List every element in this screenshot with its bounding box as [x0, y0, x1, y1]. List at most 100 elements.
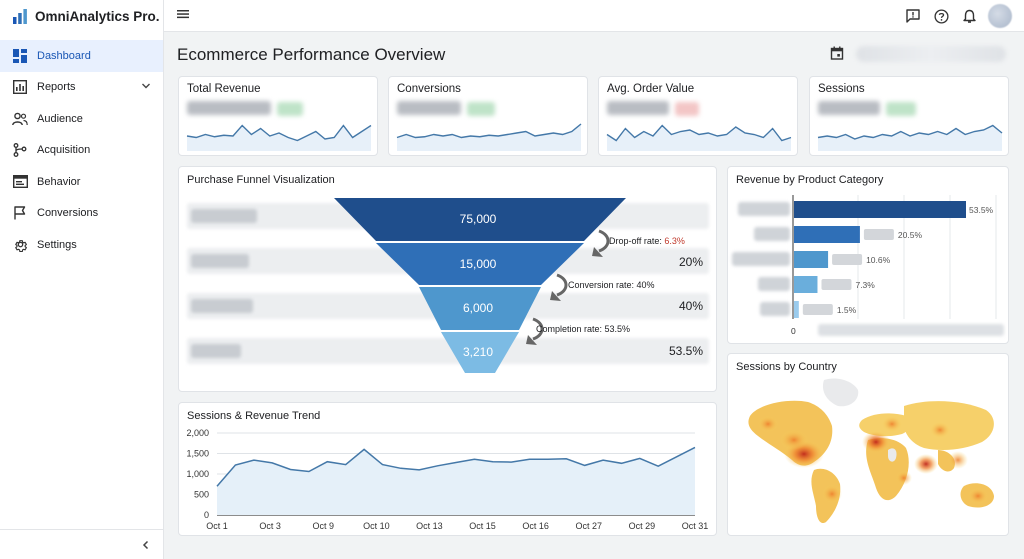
sparkline	[186, 124, 372, 151]
sparkline-line	[396, 123, 582, 139]
trend-y-tick: 1,000	[186, 469, 209, 479]
sidebar-item-behavior[interactable]: Behavior	[0, 166, 163, 198]
category-value-blur	[802, 304, 833, 315]
funnel-stage-label	[191, 299, 253, 313]
funnel-stage-1[interactable]	[334, 198, 626, 241]
branch-icon	[12, 142, 28, 158]
sidebar-item-label: Audience	[37, 112, 83, 125]
trend-line[interactable]	[216, 446, 696, 487]
category-value-blur	[832, 254, 863, 265]
trend-y-tick: 2,000	[186, 428, 209, 438]
dashboard-icon	[12, 48, 28, 64]
sidebar-item-settings[interactable]: Settings	[0, 229, 163, 261]
category-bar[interactable]	[794, 201, 966, 218]
sparkline-line	[817, 124, 1003, 140]
category-bar-label: 20.5%	[898, 230, 923, 240]
category-axis-zero: 0	[791, 326, 796, 336]
flag-icon	[12, 205, 28, 221]
bar-chart-icon	[12, 79, 28, 95]
category-bar-label: 53.5%	[969, 205, 994, 215]
kpi-delta	[467, 102, 495, 116]
category-bar[interactable]	[794, 276, 818, 293]
sidebar-item-label: Settings	[37, 238, 77, 251]
avatar[interactable]	[988, 4, 1012, 28]
category-value-blur	[863, 229, 894, 240]
revenue-by-category-card: Revenue by Product Category 0 53.5% 20.5%…	[727, 166, 1009, 344]
funnel-stage-value: 3,210	[463, 345, 493, 359]
trend-x-tick: Oct 31	[682, 521, 709, 531]
card-title: Revenue by Product Category	[736, 174, 884, 186]
category-bar-label: 1.5%	[837, 305, 857, 315]
trend-x-tick: Oct 16	[522, 521, 549, 531]
category-bar[interactable]	[794, 226, 860, 243]
sidebar-item-conversions[interactable]: Conversions	[0, 198, 163, 230]
arrow-head-icon	[526, 247, 603, 345]
funnel-stage-value: 6,000	[463, 301, 493, 315]
sidebar-item-audience[interactable]: Audience	[0, 103, 163, 135]
bell-icon[interactable]	[960, 7, 978, 25]
brand[interactable]: OmniAnalytics Pro.	[0, 0, 163, 32]
calendar-icon[interactable]	[830, 46, 844, 60]
kpi-card-avg-order-value[interactable]: Avg. Order Value	[598, 76, 798, 156]
funnel-stage-value: 15,000	[460, 257, 497, 271]
funnel-chart: 75,000 15,000 6,000 3,210 Drop-off rate:…	[334, 198, 703, 373]
trend-y-tick: 1,500	[186, 449, 209, 459]
category-bar[interactable]	[794, 251, 829, 268]
kpi-value	[818, 101, 880, 115]
trend-x-tick: Oct 13	[416, 521, 443, 531]
trend-x-tick: Oct 15	[469, 521, 496, 531]
feedback-icon[interactable]	[904, 7, 922, 25]
trend-y-tick: 500	[194, 490, 209, 500]
sidebar-item-label: Dashboard	[37, 49, 91, 62]
trend-area	[217, 447, 695, 515]
kpi-card-conversions[interactable]: Conversions	[388, 76, 588, 156]
card-title: Purchase Funnel Visualization	[187, 174, 335, 186]
kpi-value	[397, 101, 461, 115]
category-axis-labels	[818, 324, 1004, 336]
funnel-stage-2[interactable]	[376, 243, 584, 285]
date-range-picker[interactable]	[856, 46, 1006, 62]
sparkline	[396, 123, 582, 151]
sidebar-item-acquisition[interactable]: Acquisition	[0, 135, 163, 167]
kpi-card-total-revenue[interactable]: Total Revenue	[178, 76, 378, 156]
top-bar	[164, 0, 1024, 32]
app-name: OmniAnalytics Pro.	[35, 8, 160, 24]
sidebar-collapse[interactable]	[0, 529, 163, 559]
kpi-title: Avg. Order Value	[607, 83, 695, 95]
help-icon[interactable]	[932, 7, 950, 25]
sessions-by-country-card: Sessions by Country	[727, 353, 1009, 536]
browser-window-icon	[12, 174, 28, 190]
hamburger-menu-icon[interactable]	[176, 7, 190, 21]
sparkline-area	[607, 125, 791, 151]
kpi-value	[187, 101, 271, 115]
category-value-blur	[821, 279, 852, 290]
funnel-annotation-conversion: Conversion rate: 40%	[568, 280, 655, 290]
sidebar-item-dashboard[interactable]: Dashboard	[0, 40, 163, 72]
kpi-card-sessions[interactable]: Sessions	[809, 76, 1009, 156]
sparkline	[606, 124, 792, 151]
funnel-stage-3[interactable]	[419, 287, 541, 330]
sparkline-area	[187, 125, 371, 151]
kpi-title: Sessions	[818, 83, 865, 95]
funnel-stage-4[interactable]	[441, 332, 519, 373]
trend-x-tick: Oct 10	[363, 521, 390, 531]
funnel-stage-pct: 53.5%	[669, 344, 703, 358]
chevron-left-icon[interactable]	[141, 540, 151, 550]
category-bar[interactable]	[794, 301, 799, 318]
kpi-title: Conversions	[397, 83, 461, 95]
kpi-delta	[886, 102, 916, 116]
world-heat-map[interactable]	[728, 354, 1010, 537]
chevron-down-icon[interactable]	[141, 81, 151, 91]
category-label	[732, 252, 790, 266]
funnel-annotation-dropoff: Drop-off rate: 6.3%	[609, 236, 685, 246]
sidebar-item-reports[interactable]: Reports	[0, 72, 163, 104]
category-label	[754, 227, 790, 241]
purchase-funnel-card: Purchase Funnel Visualization 75,000 15,…	[178, 166, 717, 392]
funnel-stage-label	[191, 254, 249, 268]
card-title: Sessions & Revenue Trend	[187, 410, 321, 422]
logo-bar-chart-icon	[13, 9, 27, 24]
gear-icon	[12, 237, 28, 253]
sidebar-item-label: Behavior	[37, 175, 81, 188]
category-bar-label: 7.3%	[855, 280, 875, 290]
